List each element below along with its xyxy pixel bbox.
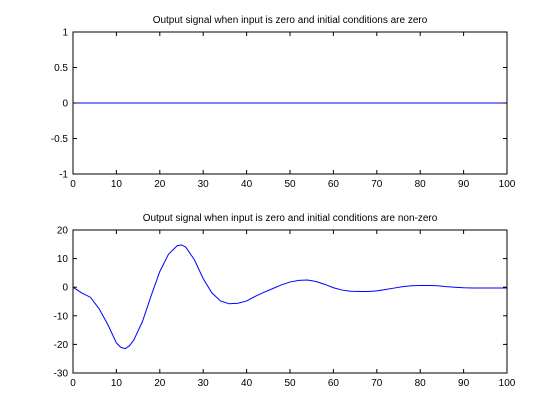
plot-area [72,229,508,374]
y-tick-label: 20 [57,226,69,237]
y-tick-label: -0.5 [51,134,69,145]
y-tick-label: -30 [54,369,69,380]
subplot-top: Output signal when input is zero and ini… [51,15,516,190]
x-tick-label: 50 [284,378,296,389]
x-tick-label: 90 [458,179,470,190]
x-tick-label: 100 [499,179,516,190]
x-tick-label: 60 [328,378,340,389]
x-tick-label: 40 [241,378,253,389]
y-tick-label: 1 [62,28,68,39]
x-tick-label: 20 [154,179,166,190]
x-tick-label: 50 [284,179,296,190]
x-tick-label: 10 [111,378,123,389]
y-tick-label: 10 [57,254,69,265]
x-tick-label: 90 [458,378,470,389]
y-tick-label: -10 [54,311,69,322]
y-tick-label: 0.5 [54,63,68,74]
series-line [72,244,507,350]
x-tick-label: 100 [499,378,516,389]
y-tick-label: -1 [59,170,68,181]
x-tick-label: 0 [70,378,76,389]
chart-title: Output signal when input is zero and ini… [143,213,438,224]
x-tick-label: 60 [328,179,340,190]
x-tick-label: 10 [111,179,123,190]
y-tick-label: -20 [54,340,69,351]
x-tick-label: 30 [198,378,210,389]
chart-title: Output signal when input is zero and ini… [153,15,428,26]
x-tick-label: 80 [415,179,427,190]
x-tick-label: 0 [70,179,76,190]
x-tick-label: 20 [154,378,166,389]
subplot-bottom: Output signal when input is zero and ini… [54,213,516,389]
x-tick-label: 30 [198,179,210,190]
x-tick-label: 70 [371,179,383,190]
y-tick-label: 0 [62,283,68,294]
x-tick-label: 70 [371,378,383,389]
y-tick-label: 0 [62,99,68,110]
x-tick-label: 40 [241,179,253,190]
x-tick-label: 80 [415,378,427,389]
